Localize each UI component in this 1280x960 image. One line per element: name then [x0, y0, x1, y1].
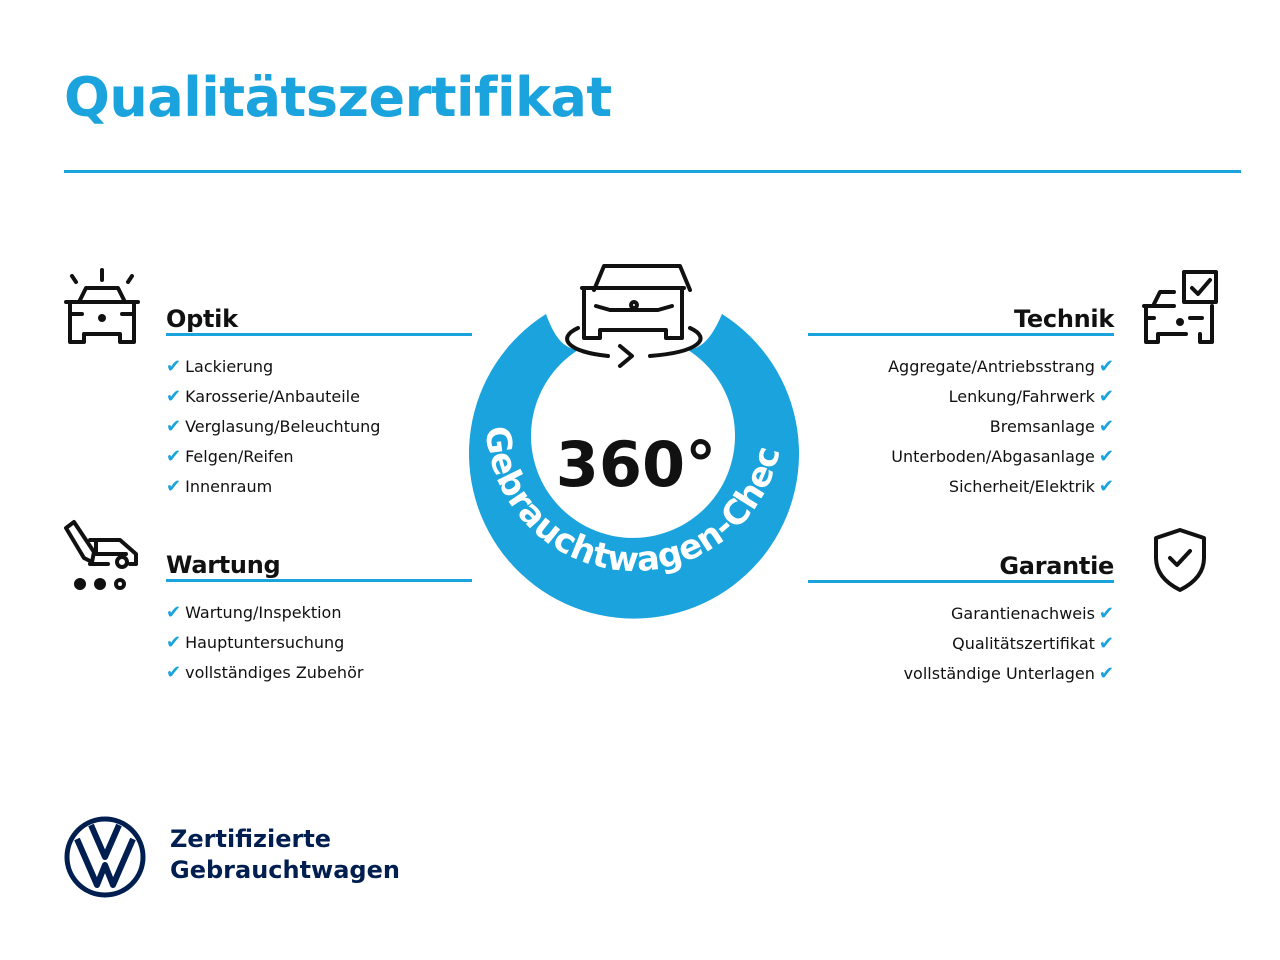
car-shine-icon [64, 268, 140, 344]
check-icon: ✔ [166, 416, 182, 437]
brand-tagline: Zertifizierte Gebrauchtwagen [170, 824, 400, 886]
section-underline [808, 580, 1114, 583]
list-item: ✔ Hauptuntersuchung [166, 632, 345, 653]
section-heading: Wartung [166, 551, 281, 579]
section-underline [808, 333, 1114, 336]
check-icon: ✔ [166, 386, 182, 407]
section-heading: Optik [166, 305, 238, 333]
badge-number: 360° [556, 428, 716, 501]
section-heading: Garantie [999, 552, 1114, 580]
list-item: ✔ Wartung/Inspektion [166, 602, 342, 623]
list-item: Garantienachweis ✔ [951, 603, 1114, 624]
title-divider [64, 170, 1241, 173]
check-icon: ✔ [1098, 476, 1114, 497]
check-icon: ✔ [1098, 356, 1114, 377]
list-item: ✔ Felgen/Reifen [166, 446, 294, 467]
check-icon: ✔ [166, 632, 182, 653]
list-item: Aggregate/Antriebsstrang ✔ [888, 356, 1114, 377]
list-item: ✔ Innenraum [166, 476, 273, 497]
vw-logo [64, 816, 146, 898]
check-icon: ✔ [166, 662, 182, 683]
list-item: ✔ Verglasung/Beleuchtung [166, 416, 381, 437]
badge-ring [468, 314, 799, 619]
section-wartung: Wartung ✔ Wartung/Inspektion ✔ Hauptunters… [166, 545, 472, 688]
tagline-line2: Gebrauchtwagen [170, 856, 400, 884]
check-icon: ✔ [1098, 663, 1114, 684]
list-item: Unterboden/Abgasanlage ✔ [891, 446, 1114, 467]
check-icon: ✔ [166, 476, 182, 497]
list-item: ✔ vollständiges Zubehör [166, 662, 364, 683]
page-title: Qualitätszertifikat [64, 66, 612, 129]
list-item: Bremsanlage ✔ [989, 416, 1114, 437]
car-checklist-icon [1142, 270, 1218, 344]
check-icon: ✔ [1098, 386, 1114, 407]
list-item: vollständige Unterlagen ✔ [903, 663, 1114, 684]
section-underline [166, 333, 472, 336]
check-icon: ✔ [166, 356, 182, 377]
list-item: ✔ Karosserie/Anbauteile [166, 386, 360, 407]
section-technik: Technik Aggregate/Antriebsstrang ✔ Lenkun… [808, 299, 1114, 502]
tagline-line1: Zertifizierte [170, 825, 332, 853]
check-icon: ✔ [1098, 603, 1114, 624]
check-icon: ✔ [166, 446, 182, 467]
shield-check-icon [1154, 528, 1206, 592]
section-garantie: Garantie Garantienachweis ✔ Qualitätszert… [808, 546, 1114, 689]
list-item: Sicherheit/Elektrik ✔ [948, 476, 1114, 497]
check-icon: ✔ [1098, 633, 1114, 654]
car-rotate-icon [565, 264, 703, 368]
check-icon: ✔ [1098, 416, 1114, 437]
section-heading: Technik [1014, 305, 1114, 333]
check-icon: ✔ [166, 602, 182, 623]
list-item: ✔ Lackierung [166, 356, 274, 377]
list-item: Qualitätszertifikat ✔ [952, 633, 1114, 654]
list-item: Lenkung/Fahrwerk ✔ [948, 386, 1114, 407]
check-icon: ✔ [1098, 446, 1114, 467]
section-underline [166, 579, 472, 582]
service-van-icon [64, 520, 138, 590]
section-optik: Optik ✔ Lackierung ✔ Karosserie/Anbauteile… [166, 299, 472, 502]
badge-360: Gebrauchtwagen-Check 360° [460, 250, 799, 619]
